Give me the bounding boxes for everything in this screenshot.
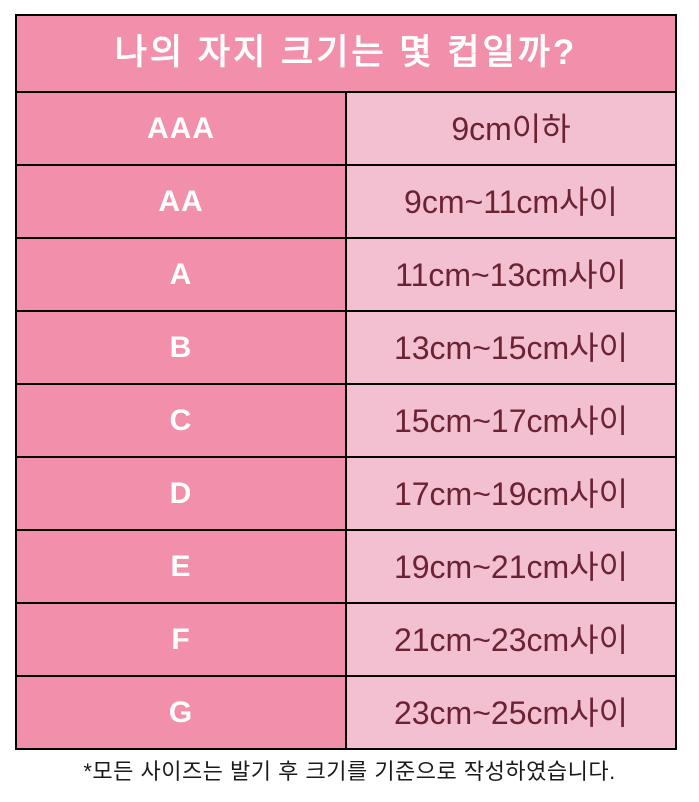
size-range-cell: 9cm이하	[345, 91, 677, 166]
cup-size-table: 나의 자지 크기는 몇 컵일까? AAA 9cm이하 AA 9cm~11cm사이	[15, 14, 677, 750]
size-range-cell: 19cm~21cm사이	[345, 529, 677, 604]
size-range-label: 11cm~13cm사이	[395, 256, 627, 293]
cup-size-cell: G	[15, 675, 347, 750]
size-range-label: 13cm~15cm사이	[393, 329, 629, 366]
size-range-label: 15cm~17cm사이	[393, 402, 629, 439]
page-title: 나의 자지 크기는 몇 컵일까?	[114, 33, 578, 73]
size-range-label: 21cm~23cm사이	[393, 621, 629, 658]
table-row: G 23cm~25cm사이	[15, 675, 677, 750]
size-range-cell: 11cm~13cm사이	[345, 237, 677, 312]
table-body: AAA 9cm이하 AA 9cm~11cm사이 A 11cm	[15, 91, 677, 750]
size-range-label: 9cm~11cm사이	[404, 183, 618, 220]
cup-size-label: B	[169, 330, 193, 364]
title-row: 나의 자지 크기는 몇 컵일까?	[15, 14, 677, 93]
size-range-label: 23cm~25cm사이	[393, 694, 629, 731]
table-row: B 13cm~15cm사이	[15, 310, 677, 385]
table-header: 나의 자지 크기는 몇 컵일까?	[15, 14, 677, 93]
size-range-label: 17cm~19cm사이	[393, 475, 629, 512]
table-row: D 17cm~19cm사이	[15, 456, 677, 531]
size-range-cell: 17cm~19cm사이	[345, 456, 677, 531]
cup-size-label: F	[171, 622, 191, 656]
size-range-label: 9cm이하	[451, 110, 571, 147]
cup-size-label: E	[170, 549, 192, 583]
size-range-cell: 15cm~17cm사이	[345, 383, 677, 458]
table-row: C 15cm~17cm사이	[15, 383, 677, 458]
cup-size-label: AAA	[147, 111, 215, 145]
cup-size-label: AA	[158, 184, 204, 218]
table-row: A 11cm~13cm사이	[15, 237, 677, 312]
cup-size-cell: C	[15, 383, 347, 458]
cup-size-cell: D	[15, 456, 347, 531]
cup-size-cell: AA	[15, 164, 347, 239]
size-range-cell: 9cm~11cm사이	[345, 164, 677, 239]
size-range-cell: 23cm~25cm사이	[345, 675, 677, 750]
table-row: E 19cm~21cm사이	[15, 529, 677, 604]
cup-size-label: D	[169, 476, 193, 510]
size-range-cell: 21cm~23cm사이	[345, 602, 677, 677]
cup-size-cell: E	[15, 529, 347, 604]
chart-title-cell: 나의 자지 크기는 몇 컵일까?	[15, 14, 677, 93]
cup-size-label: A	[169, 257, 193, 291]
table-row: AAA 9cm이하	[15, 91, 677, 166]
table-row: F 21cm~23cm사이	[15, 602, 677, 677]
table-row: AA 9cm~11cm사이	[15, 164, 677, 239]
cup-size-label: G	[168, 695, 194, 729]
cup-size-label: C	[169, 403, 193, 437]
cup-size-cell: F	[15, 602, 347, 677]
size-range-cell: 13cm~15cm사이	[345, 310, 677, 385]
cup-size-cell: A	[15, 237, 347, 312]
footnote-text: *모든 사이즈는 발기 후 크기를 기준으로 작성하였습니다.	[83, 759, 616, 784]
size-range-label: 19cm~21cm사이	[393, 548, 629, 585]
cup-size-cell: B	[15, 310, 347, 385]
cup-size-cell: AAA	[15, 91, 347, 166]
